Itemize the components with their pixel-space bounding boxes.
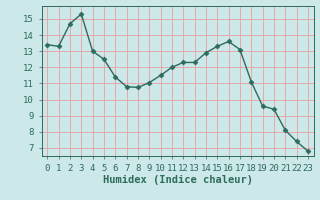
X-axis label: Humidex (Indice chaleur): Humidex (Indice chaleur)	[103, 175, 252, 185]
